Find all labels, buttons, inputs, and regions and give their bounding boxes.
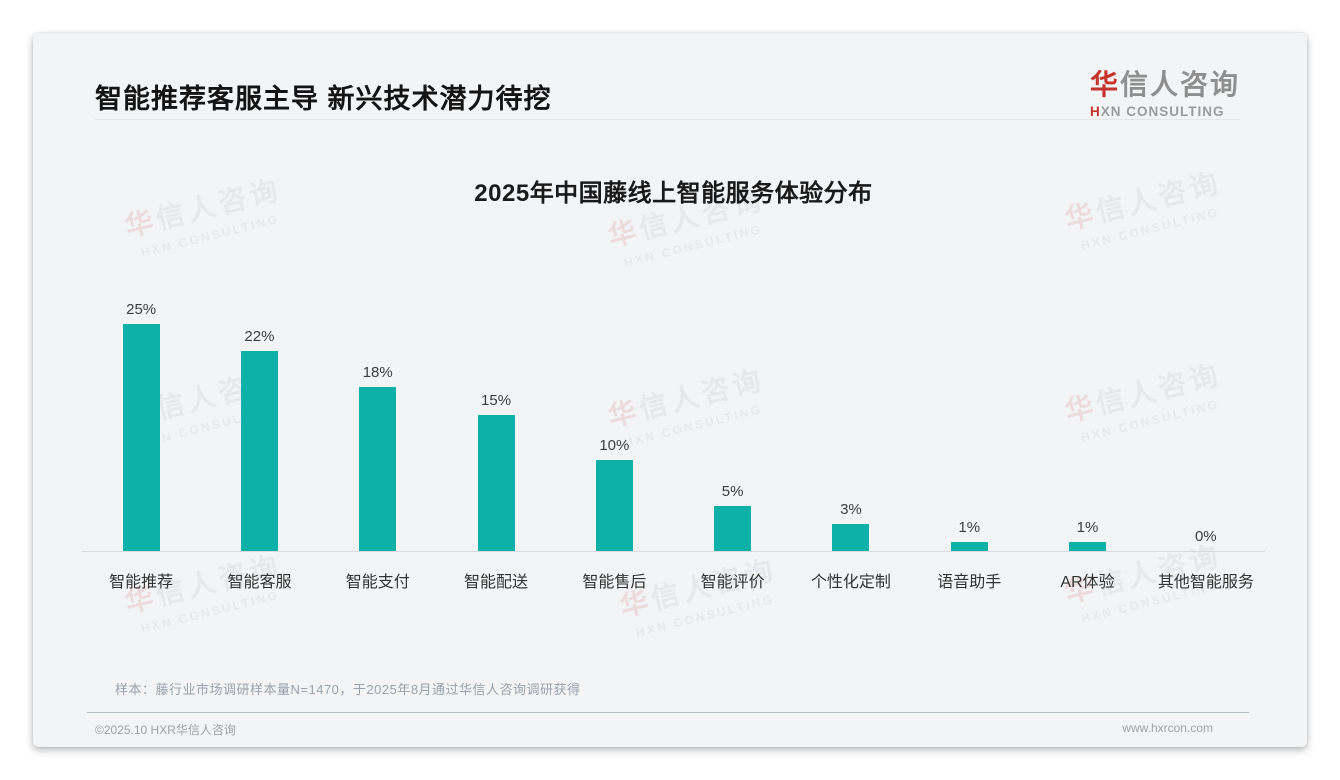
- chart-category-axis: 智能推荐 智能客服 智能支付 智能配送 智能售后 智能评价 个性化定制 语音助手 AR体验 其他智…: [82, 568, 1265, 592]
- sample-note: 样本：藤行业市场调研样本量N=1470，于2025年8月通过华信人咨询调研获得: [115, 682, 581, 697]
- bar: [595, 460, 633, 551]
- category-label: 智能客服: [227, 574, 292, 591]
- logo-en-accent: H: [1089, 104, 1101, 119]
- bar: [122, 323, 160, 551]
- bar-value-label: 10%: [599, 437, 630, 454]
- chart-title: 2025年中国藤线上智能服务体验分布: [474, 180, 873, 207]
- bar-value-label: 1%: [1076, 518, 1099, 536]
- bar: [477, 414, 515, 551]
- category-label: AR体验: [1060, 574, 1115, 591]
- logo-chinese-name: 华信人咨询: [1090, 63, 1240, 103]
- bar: [240, 350, 278, 551]
- logo-english-name: HXN CONSULTING: [1090, 104, 1240, 119]
- bar-slot: 10%: [555, 292, 673, 551]
- bar-slot: 22%: [200, 292, 318, 551]
- category-label: 智能售后: [582, 574, 647, 591]
- bar-value-label: 22%: [244, 327, 275, 345]
- bar-value-label: 5%: [721, 482, 744, 500]
- copyright-text: ©2025.10 HXR华信人咨询: [95, 723, 236, 737]
- bar-slot: 15%: [437, 292, 555, 551]
- bar-value-label: 25%: [126, 300, 157, 318]
- logo-en-text: XN CONSULTING: [1100, 104, 1225, 119]
- website-url: www.hxrcon.com: [1122, 721, 1213, 735]
- bar-slot: 5%: [673, 292, 791, 551]
- bar-value-label: 18%: [362, 364, 393, 382]
- bar: [832, 523, 870, 551]
- bar-slot: 0%: [1147, 292, 1265, 551]
- slide-card: 华信人咨询 HXN CONSULTING 华信人咨询 HXN CONSULTING 华信…: [33, 33, 1307, 747]
- category-label: 其他智能服务: [1157, 574, 1254, 591]
- category-label: 智能配送: [464, 574, 529, 591]
- bar-slot: 3%: [792, 292, 910, 551]
- bar-value-label: 15%: [481, 391, 512, 409]
- logo-cn-text: 信人咨询: [1119, 69, 1240, 100]
- bar: [1069, 541, 1107, 551]
- bar-value-label: 1%: [958, 518, 981, 536]
- category-label: 智能支付: [345, 574, 410, 591]
- bar: [950, 541, 988, 551]
- page-title: 智能推荐客服主导 新兴技术潜力待挖: [95, 84, 552, 114]
- bar-value-label: 3%: [840, 500, 862, 518]
- bar-value-label: 0%: [1194, 528, 1217, 545]
- bar-slot: 1%: [910, 292, 1028, 551]
- bar-chart: 25% 22% 18% 15% 10% 5% 3% 1% 1% 0% 智能推荐 智能客服 智能支付 智能…: [82, 292, 1265, 592]
- category-label: 智能评价: [700, 574, 765, 591]
- bar: [714, 505, 752, 551]
- chart-plot-area: 25% 22% 18% 15% 10% 5% 3% 1% 1% 0%: [82, 292, 1265, 552]
- category-label: 智能推荐: [109, 574, 174, 591]
- bar-slot: 18%: [319, 292, 437, 551]
- company-logo: 华信人咨询 HXN CONSULTING: [1090, 63, 1240, 119]
- logo-cn-accent: 华: [1089, 69, 1120, 100]
- footer-divider: [87, 712, 1249, 713]
- bar-slot: 25%: [82, 292, 200, 551]
- category-label: 个性化定制: [810, 574, 891, 591]
- header-divider: [95, 119, 1240, 120]
- header: 智能推荐客服主导 新兴技术潜力待挖 华信人咨询 HXN CONSULTING: [95, 69, 1240, 119]
- bar: [359, 387, 397, 551]
- category-label: 语音助手: [937, 574, 1002, 591]
- bar-slot: 1%: [1028, 292, 1146, 551]
